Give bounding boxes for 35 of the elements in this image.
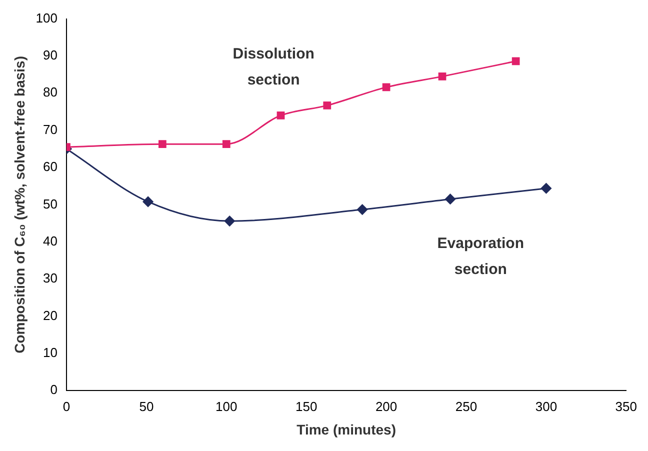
point	[438, 72, 446, 80]
y-tick-label: 20	[43, 308, 58, 323]
annotation: Evaporation section	[437, 234, 524, 278]
y-tick-label: 50	[43, 196, 58, 212]
point	[357, 204, 368, 215]
y-tick-label: 60	[43, 159, 58, 174]
x-tick-label: 200	[375, 398, 398, 414]
point	[540, 183, 552, 194]
y-tick-label: 100	[36, 10, 58, 26]
point	[512, 57, 520, 66]
y-tick-label: 70	[43, 122, 58, 137]
x-tick-label: 50	[139, 398, 154, 414]
annotation: Dissolution section	[232, 45, 314, 88]
x-tick-label: 300	[535, 398, 558, 414]
x-tick-label: 350	[615, 398, 638, 414]
point	[445, 194, 456, 204]
y-tick-label: 30	[43, 270, 58, 286]
x-tick-label: 0	[62, 398, 70, 414]
y-tick-label: 90	[43, 48, 58, 63]
point	[142, 196, 154, 207]
y-axis-title: Composition of C₆₀ (wt%, solvent-free basis)	[11, 56, 28, 354]
point	[158, 140, 166, 148]
x-tick-label: 250	[455, 398, 478, 414]
point	[224, 216, 235, 226]
y-tick-label: 10	[43, 345, 58, 360]
point	[323, 102, 332, 110]
y-tick-label: 80	[43, 84, 58, 100]
x-tick-label: 100	[216, 398, 238, 414]
x-tick-label: 150	[295, 398, 318, 414]
point	[276, 112, 285, 120]
x-axis-title: Time (minutes)	[296, 421, 396, 438]
point	[382, 83, 390, 92]
y-tick-label: 40	[43, 233, 58, 248]
y-tick-label: 0	[50, 382, 58, 398]
point	[222, 140, 230, 148]
